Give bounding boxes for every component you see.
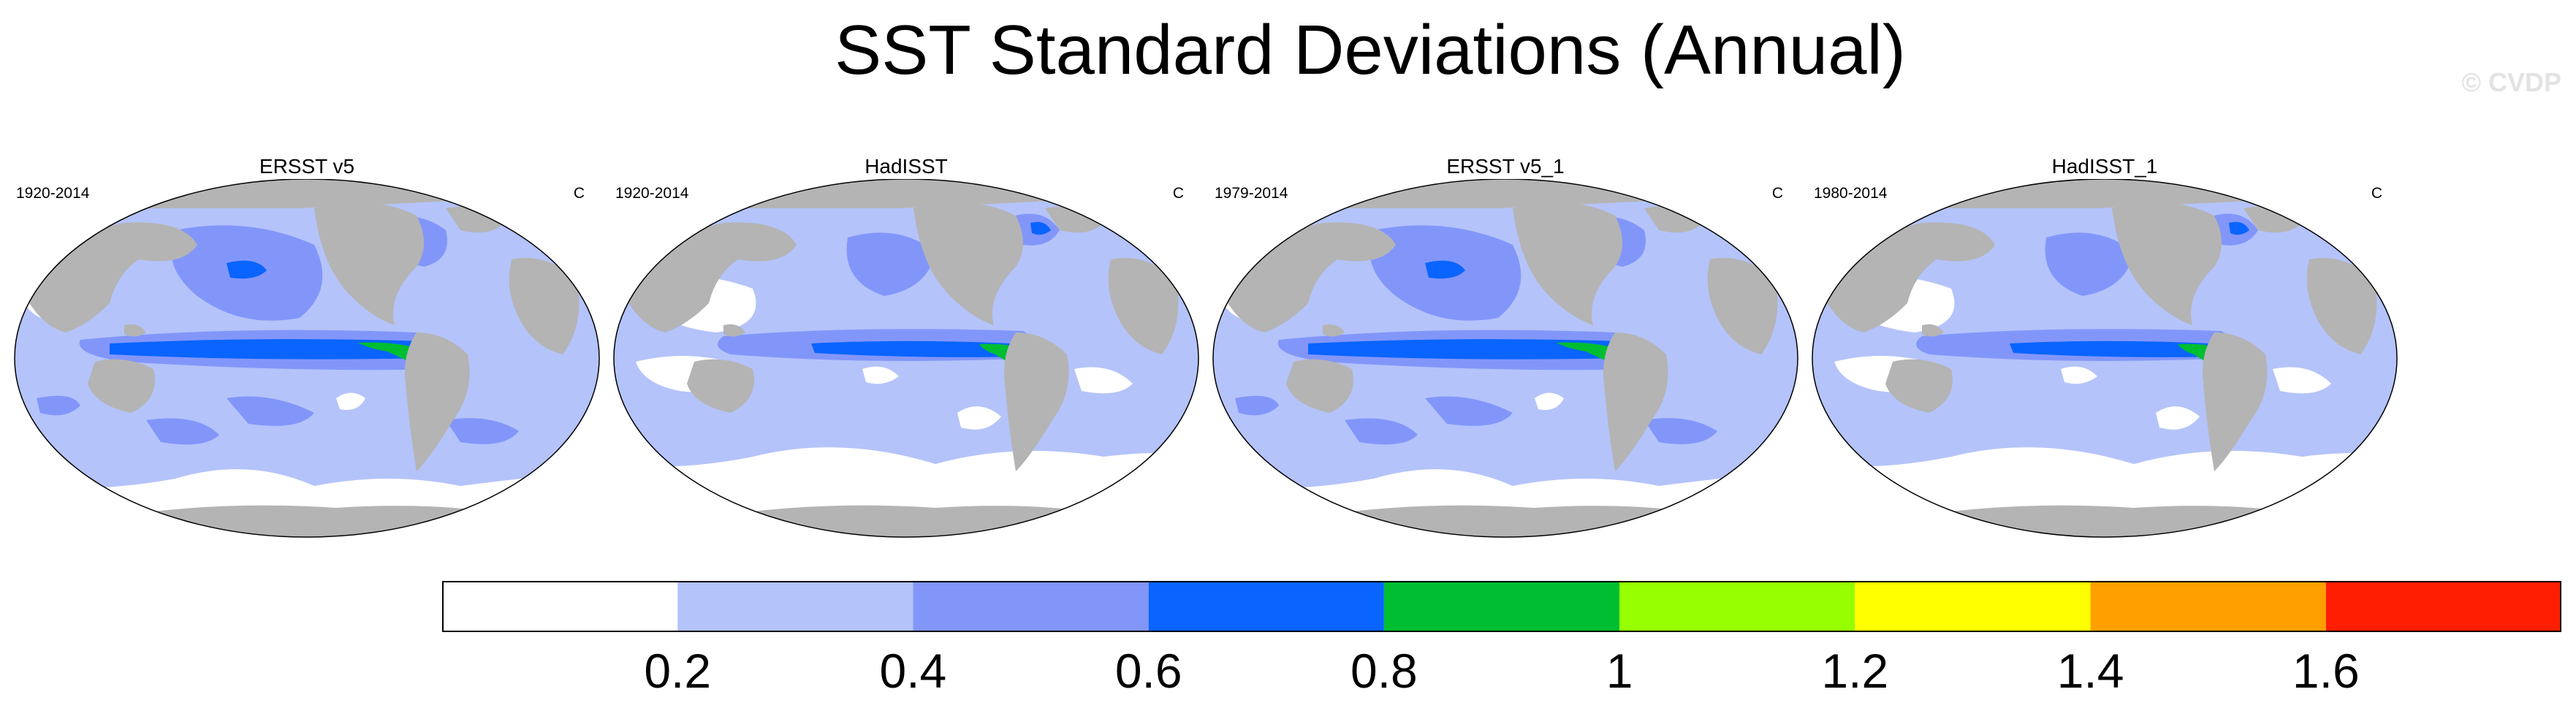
map-panel-2: HadISST 1920-2014 C [607, 150, 1206, 548]
colorbar-swatch [677, 582, 913, 631]
panel-units: C [1172, 185, 1184, 202]
panel-period: 1920-2014 [16, 185, 90, 202]
colorbar-tick-label: 1.4 [2056, 644, 2124, 698]
colorbar-tick-label: 0.2 [644, 644, 712, 698]
panel-units: C [2371, 185, 2382, 202]
map-panel-1: ERSST v5 1920-2014 C [7, 150, 607, 548]
panel-units: C [1771, 185, 1783, 202]
panel-period: 1980-2014 [1814, 185, 1888, 202]
colorbar-swatch [2090, 582, 2326, 631]
colorbar-tick-label: 0.8 [1350, 644, 1418, 698]
watermark: © CVDP [2461, 67, 2561, 97]
sst-map [607, 179, 1206, 548]
panel-period: 1920-2014 [615, 185, 689, 202]
panel-title: ERSST v5 [259, 155, 355, 178]
colorbar-tick-label: 0.6 [1114, 644, 1182, 698]
panel-title: ERSST v5_1 [1446, 155, 1565, 178]
colorbar-swatch [1383, 582, 1620, 631]
colorbar-swatch [1619, 582, 1855, 631]
panel-units: C [573, 185, 585, 202]
colorbar-outline [442, 581, 2561, 632]
colorbar-swatch [1148, 582, 1384, 631]
figure-title: SST Standard Deviations (Annual) [835, 11, 1906, 89]
colorbar-tick-label: 0.4 [879, 644, 947, 698]
colorbar-tick-label: 1.2 [1821, 644, 1889, 698]
colorbar-swatch [913, 582, 1149, 631]
panel-title: HadISST_1 [2051, 155, 2158, 178]
map-panel-4: HadISST_1 1980-2014 C [1805, 150, 2404, 548]
colorbar-swatch [442, 582, 678, 631]
sst-map [1805, 179, 2404, 548]
colorbar-swatch [2325, 582, 2561, 631]
panel-title: HadISST [865, 155, 948, 178]
sst-map [1206, 179, 1805, 548]
colorbar-tick-label: 1 [1606, 644, 1633, 698]
map-panel-3: ERSST v5_1 1979-2014 C [1206, 150, 1805, 548]
sst-map [7, 179, 607, 548]
colorbar-tick-label: 1.6 [2292, 644, 2360, 698]
colorbar-swatch [1855, 582, 2091, 631]
colorbar [442, 581, 2561, 632]
panel-period: 1979-2014 [1215, 185, 1288, 202]
